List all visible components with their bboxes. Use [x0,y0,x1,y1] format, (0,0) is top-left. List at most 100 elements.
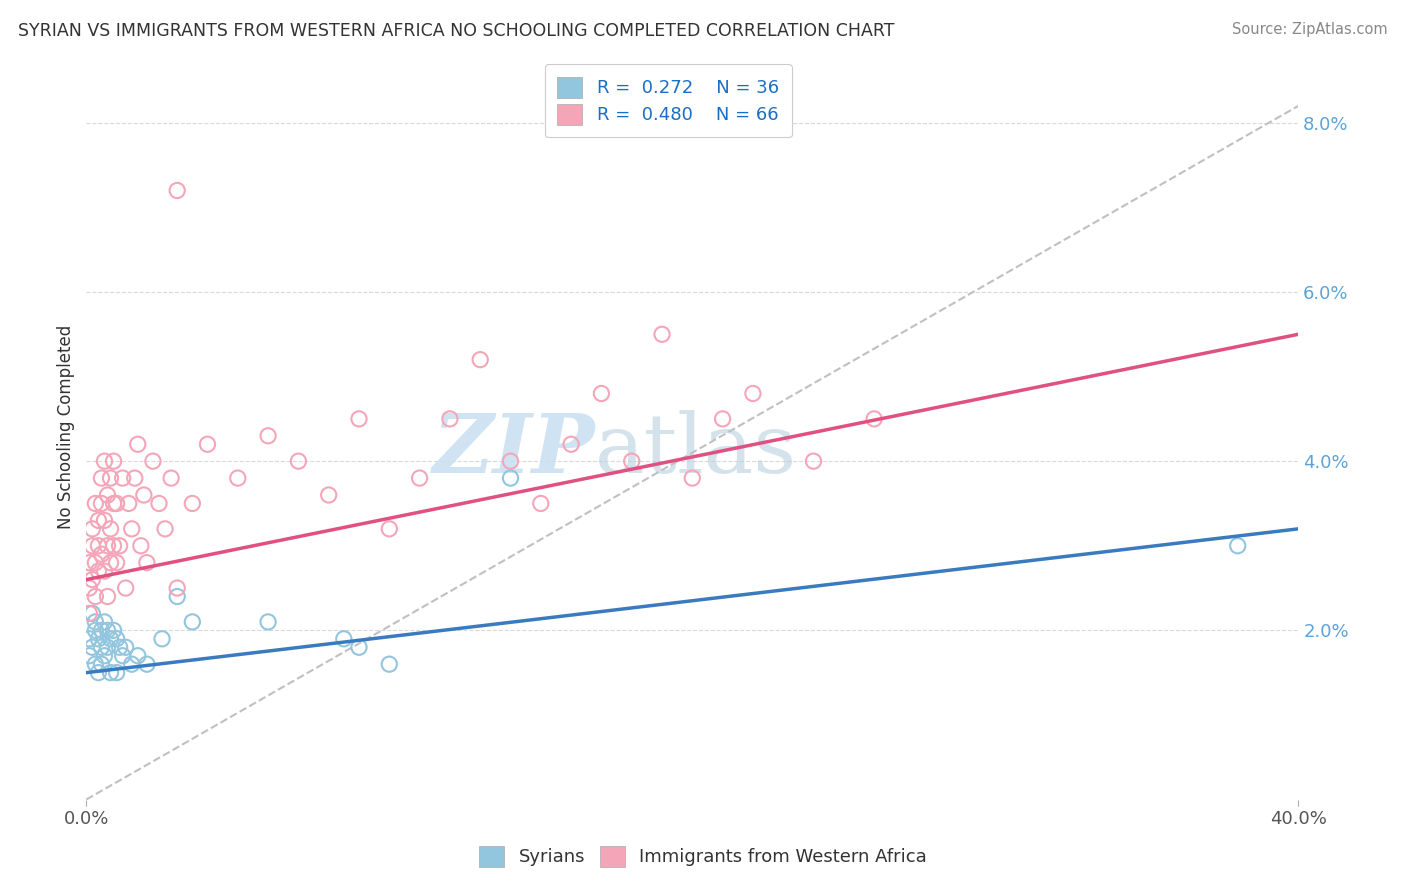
Point [79,556,101,570]
Point [166,184,188,198]
Point [100,556,122,570]
Point [103,496,125,510]
Point [257,429,280,443]
Point [408,471,430,485]
Point [287,454,309,468]
Point [79,632,101,646]
Point [96,640,118,655]
Point [651,327,673,342]
Point [84,590,107,604]
Point [84,657,107,672]
Point [530,496,553,510]
Point [114,640,136,655]
Point [90,496,112,510]
Point [90,471,112,485]
Point [103,624,125,638]
Point [333,632,356,646]
Text: Source: ZipAtlas.com: Source: ZipAtlas.com [1232,22,1388,37]
Point [90,547,112,561]
Point [93,564,115,578]
Point [681,471,703,485]
Point [100,665,122,680]
Point [103,454,125,468]
Point [620,454,643,468]
Text: SYRIAN VS IMMIGRANTS FROM WESTERN AFRICA NO SCHOOLING COMPLETED CORRELATION CHAR: SYRIAN VS IMMIGRANTS FROM WESTERN AFRICA… [18,22,894,40]
Point [108,640,131,655]
Point [79,607,101,621]
Point [105,632,128,646]
Point [166,581,188,595]
Point [82,522,104,536]
Point [863,412,886,426]
Legend: R =  0.272    N = 36, R =  0.480    N = 66: R = 0.272 N = 36, R = 0.480 N = 66 [544,64,792,137]
Point [148,496,170,510]
Point [121,522,143,536]
Point [132,488,155,502]
Point [82,539,104,553]
Point [111,471,134,485]
Text: atlas: atlas [595,409,797,490]
Point [84,624,107,638]
Point [150,632,173,646]
Point [108,539,131,553]
Point [79,648,101,663]
Point [90,657,112,672]
Y-axis label: No Schooling Completed: No Schooling Completed [58,326,75,530]
Point [135,556,157,570]
Point [803,454,825,468]
Point [100,522,122,536]
Point [197,437,219,451]
Point [160,471,183,485]
Point [318,488,340,502]
Point [90,640,112,655]
Point [181,615,204,629]
Point [129,539,152,553]
Point [347,412,370,426]
Point [105,556,128,570]
Point [135,657,157,672]
Point [87,632,110,646]
Point [90,624,112,638]
Point [84,556,107,570]
Point [87,539,110,553]
Point [378,657,401,672]
Point [1226,539,1249,553]
Point [226,471,249,485]
Point [82,640,104,655]
Point [96,539,118,553]
Point [742,386,765,401]
Point [121,657,143,672]
Point [100,471,122,485]
Point [96,590,118,604]
Point [105,496,128,510]
Point [96,624,118,638]
Point [87,564,110,578]
Point [166,590,188,604]
Point [127,648,149,663]
Point [79,581,101,595]
Legend: Syrians, Immigrants from Western Africa: Syrians, Immigrants from Western Africa [470,837,936,876]
Point [82,607,104,621]
Point [153,522,176,536]
Point [93,615,115,629]
Point [87,513,110,527]
Point [93,454,115,468]
Point [711,412,734,426]
Point [118,496,141,510]
Point [560,437,582,451]
Point [103,539,125,553]
Point [100,632,122,646]
Text: ZIP: ZIP [433,409,595,490]
Point [82,573,104,587]
Point [347,640,370,655]
Point [127,437,149,451]
Point [105,665,128,680]
Point [470,352,492,367]
Point [87,665,110,680]
Point [84,615,107,629]
Point [181,496,204,510]
Point [96,488,118,502]
Point [142,454,165,468]
Point [257,615,280,629]
Point [84,496,107,510]
